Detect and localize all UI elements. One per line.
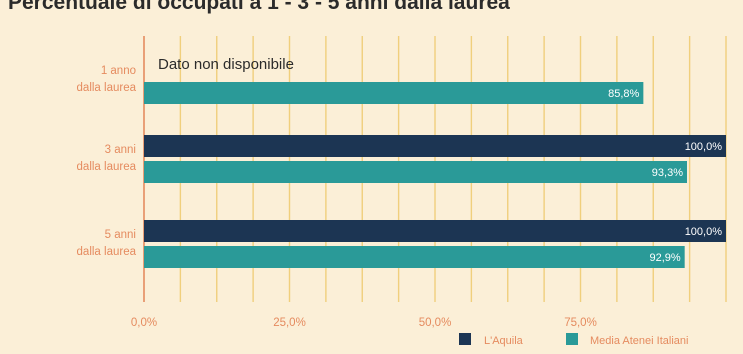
x-tick-label: 50,0% (419, 317, 452, 329)
bar-laquila-2 (144, 220, 726, 242)
category-label: dalla laurea (77, 82, 137, 94)
x-tick-label: 0,0% (131, 317, 157, 329)
data-label: 93,3% (652, 167, 683, 179)
x-tick-label: 25,0% (273, 317, 306, 329)
data-label: 100,0% (685, 226, 723, 238)
legend-swatch-laquila (459, 333, 471, 345)
legend-swatch-media (566, 333, 578, 345)
legend-label-laquila: L'Aquila (484, 335, 524, 347)
category-label: dalla laurea (77, 246, 137, 258)
category-label: 3 anni (105, 144, 136, 156)
bar-media-2 (144, 246, 685, 268)
data-label: 92,9% (649, 252, 680, 264)
missing-data-note: Dato non disponibile (158, 56, 294, 73)
data-label: 85,8% (608, 88, 639, 100)
bar-media-0 (144, 82, 644, 104)
bar-media-1 (144, 161, 688, 183)
category-label: 5 anni (105, 229, 136, 241)
category-label: dalla laurea (77, 161, 137, 173)
bar-laquila-1 (144, 135, 726, 157)
chart-title: Percentuale di occupati a 1 - 3 - 5 anni… (8, 0, 510, 14)
x-tick-label: 75,0% (564, 317, 597, 329)
data-label: 100,0% (685, 141, 723, 153)
category-label: 1 anno (101, 65, 136, 77)
legend-label-media: Media Atenei Italiani (590, 335, 688, 347)
